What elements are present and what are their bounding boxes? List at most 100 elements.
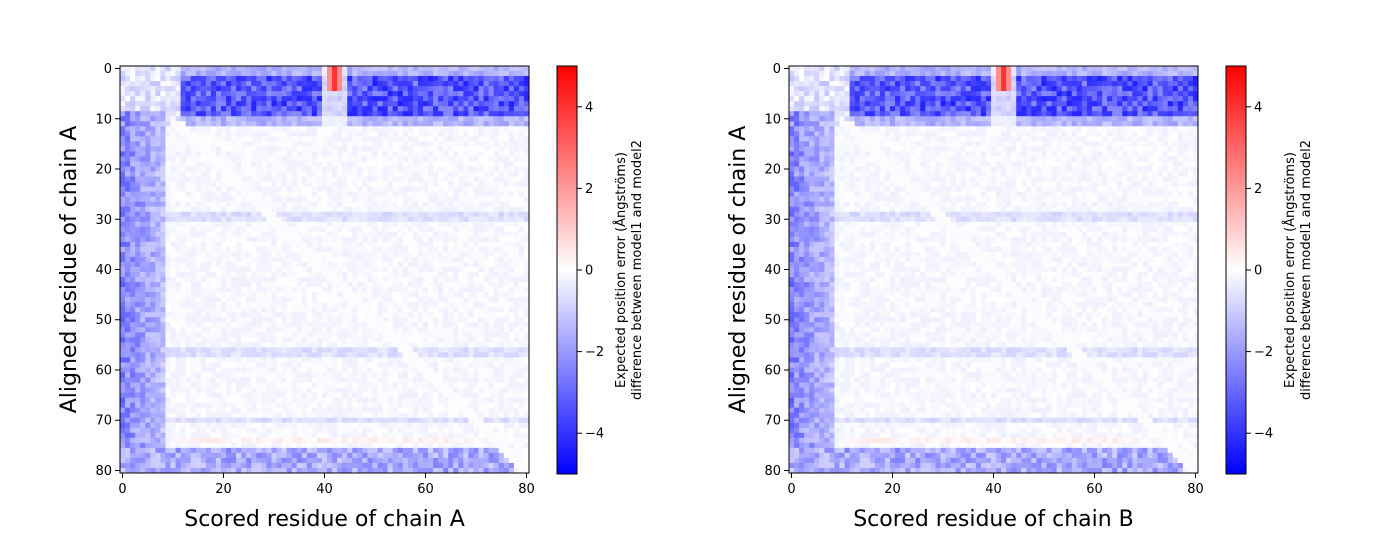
heatmap-cell	[428, 91, 434, 97]
heatmap-cell	[150, 186, 156, 193]
heatmap-cell	[327, 171, 333, 177]
heatmap-cell	[478, 216, 484, 223]
heatmap-cell	[190, 342, 197, 348]
heatmap-cell	[407, 347, 414, 353]
heatmap-cell	[503, 251, 510, 258]
heatmap-cell	[382, 201, 389, 208]
heatmap-cell	[246, 332, 252, 338]
heatmap-cell	[266, 231, 272, 238]
heatmap-cell	[296, 261, 303, 268]
heatmap-cell	[357, 176, 363, 182]
heatmap-cell	[160, 151, 166, 157]
heatmap-cell	[150, 282, 156, 288]
heatmap-cell	[473, 76, 479, 82]
heatmap-cell	[362, 277, 368, 283]
heatmap-cell	[215, 256, 222, 263]
heatmap-cell	[246, 317, 252, 323]
heatmap-cell	[342, 297, 348, 303]
heatmap-cell	[251, 327, 257, 333]
heatmap-cell	[145, 171, 151, 177]
heatmap-cell	[256, 171, 262, 177]
heatmap-cell	[392, 101, 399, 107]
heatmap-cell	[165, 71, 171, 77]
heatmap-cell	[135, 216, 141, 223]
heatmap-cell	[503, 342, 510, 348]
heatmap-cell	[281, 221, 288, 228]
heatmap-cell	[291, 372, 298, 378]
heatmap-cell	[220, 121, 227, 127]
heatmap-cell	[180, 86, 187, 92]
heatmap-cell	[261, 176, 267, 182]
heatmap-cell	[523, 216, 530, 223]
heatmap-cell	[165, 126, 171, 132]
heatmap-cell	[120, 297, 126, 303]
heatmap-cell	[402, 186, 409, 193]
heatmap-cell	[200, 292, 207, 298]
heatmap-cell	[135, 297, 141, 303]
heatmap-cell	[226, 307, 232, 313]
heatmap-cell	[125, 292, 131, 298]
heatmap-cell	[120, 216, 126, 223]
heatmap-cell	[281, 337, 288, 343]
heatmap-cell	[458, 76, 464, 82]
heatmap-cell	[251, 372, 257, 378]
heatmap-cell	[453, 362, 459, 368]
heatmap-cell	[428, 352, 434, 358]
heatmap-cell	[220, 297, 227, 303]
heatmap-cell	[332, 292, 338, 298]
heatmap-cell	[453, 196, 459, 203]
heatmap-cell	[518, 66, 525, 72]
heatmap-cell	[468, 66, 474, 72]
heatmap-cell	[301, 347, 308, 353]
heatmap-cell	[306, 352, 313, 358]
heatmap-cell	[523, 91, 530, 97]
heatmap-cell	[382, 251, 389, 258]
heatmap-cell	[412, 191, 419, 198]
heatmap-cell	[175, 367, 181, 373]
heatmap-cell	[261, 206, 267, 213]
heatmap-cell	[160, 196, 166, 203]
heatmap-cell	[175, 246, 181, 253]
heatmap-cell	[362, 216, 368, 223]
heatmap-cell	[367, 166, 373, 172]
heatmap-cell	[175, 201, 181, 208]
heatmap-cell	[311, 347, 318, 353]
heatmap-cell	[513, 307, 520, 313]
heatmap-cell	[438, 231, 444, 238]
heatmap-cell	[448, 282, 454, 288]
heatmap-cell	[306, 66, 313, 72]
heatmap-cell	[523, 312, 530, 318]
heatmap-cell	[483, 166, 490, 172]
heatmap-cell	[347, 317, 353, 323]
heatmap-cell	[286, 171, 293, 177]
heatmap-cell	[347, 96, 353, 102]
heatmap-cell	[316, 231, 323, 238]
heatmap-cell	[342, 342, 348, 348]
heatmap-cells	[120, 66, 530, 474]
heatmap-cell	[160, 181, 166, 187]
heatmap-cell	[236, 251, 242, 258]
heatmap-cell	[463, 272, 469, 278]
heatmap-cell	[352, 181, 358, 187]
heatmap-cell	[276, 156, 282, 162]
heatmap-cell	[150, 307, 156, 313]
heatmap-cell	[417, 327, 424, 333]
heatmap-cell	[347, 186, 353, 193]
heatmap-cell	[433, 126, 439, 132]
heatmap-cell	[438, 146, 444, 152]
heatmap-cell	[493, 146, 500, 152]
heatmap-cell	[387, 307, 394, 313]
heatmap-cell	[210, 246, 217, 253]
heatmap-cell	[488, 261, 495, 268]
heatmap-cell	[448, 312, 454, 318]
heatmap-cell	[215, 206, 222, 213]
heatmap-cell	[468, 342, 474, 348]
heatmap-cell	[443, 251, 449, 258]
heatmap-cell	[140, 101, 146, 107]
heatmap-cell	[463, 277, 469, 283]
heatmap-cell	[402, 231, 409, 238]
heatmap-cell	[508, 302, 515, 308]
heatmap-cell	[145, 251, 151, 258]
heatmap-cell	[518, 156, 525, 162]
heatmap-cell	[175, 131, 181, 137]
